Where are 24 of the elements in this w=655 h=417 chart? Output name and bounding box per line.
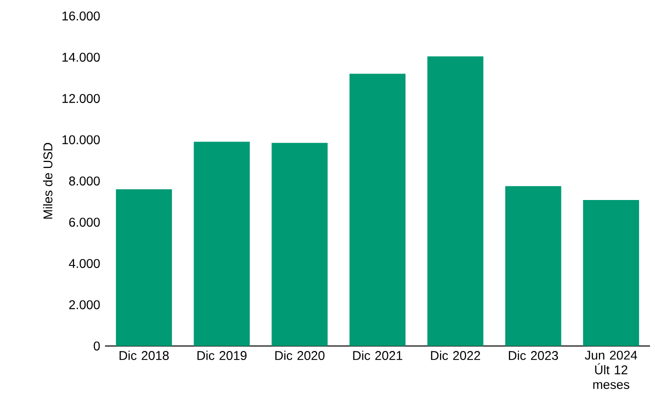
x-tick-label: Jun 2024 Últ 12 meses xyxy=(584,350,638,390)
y-tick-label: 14.000 xyxy=(62,52,100,62)
y-tick-label: 6.000 xyxy=(69,218,100,227)
y-tick-label: 12.000 xyxy=(62,94,100,103)
bar xyxy=(194,142,250,346)
x-tick-label: Dic 2021 xyxy=(353,350,402,360)
y-tick-label: 10.000 xyxy=(62,135,100,144)
x-tick-label: Dic 2020 xyxy=(275,350,324,360)
x-tick-label: Dic 2018 xyxy=(120,350,169,360)
x-tick-label: Dic 2023 xyxy=(508,350,558,360)
x-tick-label: Dic 2019 xyxy=(197,350,247,360)
bar xyxy=(272,142,328,346)
y-tick-label: 2.000 xyxy=(69,300,100,310)
y-axis-title: Miles de USD xyxy=(43,142,52,219)
y-tick-label: 4.000 xyxy=(68,259,100,268)
x-tick-label: Dic 2022 xyxy=(431,350,480,360)
bar xyxy=(350,74,406,346)
bar xyxy=(116,189,172,346)
bar xyxy=(427,56,484,346)
bar xyxy=(505,186,562,346)
y-tick-label: 16.000 xyxy=(62,12,100,20)
y-tick-label: 8.000 xyxy=(69,176,100,186)
bar xyxy=(583,200,640,346)
y-tick-label: 0 xyxy=(94,342,100,350)
